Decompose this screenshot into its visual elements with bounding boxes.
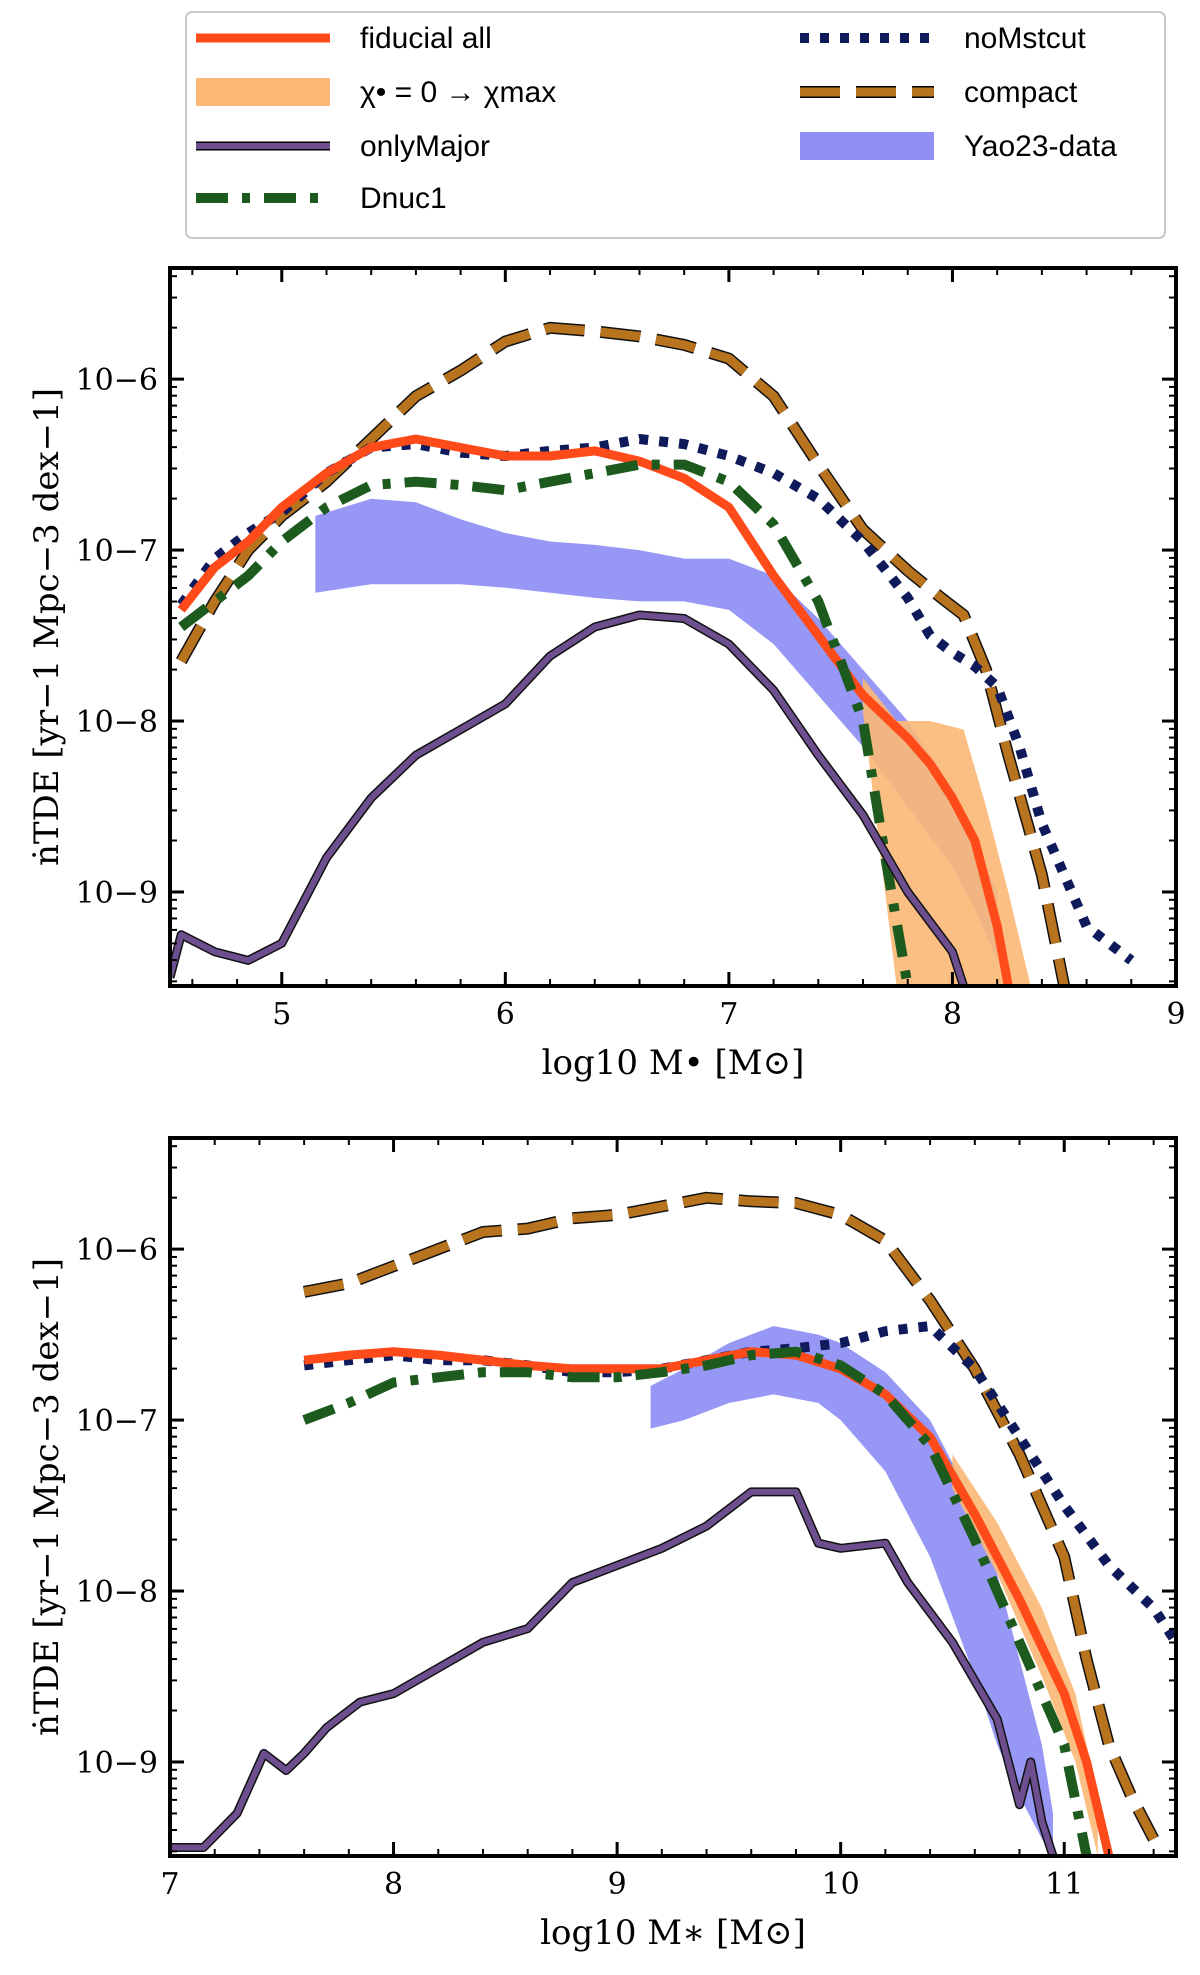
legend-label-fiducial: fiducial all: [360, 22, 492, 55]
bottom-ytick-label: 10−8: [76, 1575, 158, 1610]
bottom-yaxis-label: ṅTDE [yr−1 Mpc−3 dex−1]: [27, 1258, 67, 1736]
legend-item-chi_band: χ• = 0 → χmax: [196, 76, 556, 109]
bottom-ytick-label: 10−6: [76, 1233, 158, 1268]
top-xtick-label: 7: [719, 997, 738, 1032]
top-series-compact: [177, 323, 1069, 986]
legend-item-fiducial: fiducial all: [196, 22, 492, 55]
top-plot-frame: [168, 266, 1178, 988]
top-panel: 5 6 7 8 9 10−9 10−8 10−7 10−6 log10 M• [M⊙] ṅTDE […: [27, 266, 1186, 1083]
bottom-series-onlyMajor: [170, 1488, 1056, 1856]
bottom-panel: 7 8 9 10 11 10−9 10−8 10−7 10−6 log10 M∗ [M⊙] ṅTDE…: [27, 1136, 1178, 1953]
bottom-ytick-label: 10−7: [76, 1404, 158, 1439]
legend-label-yao: Yao23-data: [964, 130, 1117, 163]
top-series-fiducial: [177, 434, 1013, 986]
bottom-plot-frame: [168, 1136, 1178, 1858]
bottom-xtick-label: 7: [160, 1867, 179, 1902]
top-ytick-label: 10−8: [76, 705, 158, 740]
top-xtick-label: 9: [1166, 997, 1185, 1032]
top-series-Dnuc1: [178, 459, 913, 986]
top-xtick-label: 8: [943, 997, 962, 1032]
bottom-series-Dnuc1: [302, 1346, 1092, 1856]
legend-swatch-yao: [800, 132, 934, 160]
top-ytick-label: 10−9: [76, 876, 158, 911]
top-xtick-label: 6: [496, 997, 515, 1032]
legend-label-onlyMajor: onlyMajor: [360, 130, 490, 163]
bottom-band-yao: [650, 1326, 1053, 1856]
legend-item-compact: compact: [800, 76, 1078, 109]
top-xtick-label: 5: [272, 997, 291, 1032]
bottom-xtick-label: 11: [1045, 1867, 1083, 1902]
bottom-series-outline-onlyMajor: [170, 1487, 1058, 1856]
top-series-onlyMajor: [170, 612, 967, 986]
bottom-xtick-label: 9: [608, 1867, 627, 1902]
bottom-ytick-label: 10−9: [76, 1746, 158, 1781]
legend-label-compact: compact: [964, 76, 1078, 109]
legend-item-yao: Yao23-data: [800, 130, 1117, 163]
bottom-xtick-label: 10: [822, 1867, 860, 1902]
bottom-xaxis-label: log10 M∗ [M⊙]: [540, 1913, 806, 1953]
legend-label-Dnuc1: Dnuc1: [360, 182, 447, 215]
bottom-band-chi_band: [952, 1454, 1098, 1856]
legend-frame: [185, 11, 1166, 239]
top-yaxis-label: ṅTDE [yr−1 Mpc−3 dex−1]: [27, 388, 67, 866]
top-xaxis-label: log10 M• [M⊙]: [542, 1043, 805, 1083]
bottom-series-compact: [303, 1193, 1158, 1841]
legend: fiducial all χ• = 0 → χmax onlyMajor Dnuc1 n…: [185, 11, 1166, 239]
top-ytick-label: 10−7: [76, 534, 158, 569]
legend-item-noMstcut: noMstcut: [800, 22, 1086, 55]
top-ytick-label: 10−6: [76, 363, 158, 398]
bottom-xtick-label: 8: [384, 1867, 403, 1902]
legend-item-Dnuc1: Dnuc1: [196, 182, 447, 215]
legend-swatch-chi_band: [196, 78, 330, 106]
legend-label-chi_band: χ• = 0 → χmax: [360, 76, 556, 109]
legend-label-noMstcut: noMstcut: [964, 22, 1086, 55]
legend-item-onlyMajor: onlyMajor: [196, 130, 490, 163]
